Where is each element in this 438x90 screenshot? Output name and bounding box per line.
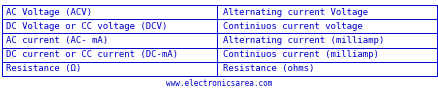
Text: AC current (AC- mA): AC current (AC- mA) [6, 36, 108, 45]
Text: Continiuos current voltage: Continiuos current voltage [223, 22, 362, 31]
Text: DC Voltage or CC voltage (DCV): DC Voltage or CC voltage (DCV) [6, 22, 166, 31]
Text: Resistance (ohms): Resistance (ohms) [223, 64, 314, 73]
Text: Alternating current (milliamp): Alternating current (milliamp) [223, 36, 383, 45]
Text: AC Voltage (ACV): AC Voltage (ACV) [6, 8, 92, 17]
Text: www.electronicsarea.com: www.electronicsarea.com [166, 79, 272, 88]
Text: Resistance (Ω): Resistance (Ω) [6, 64, 81, 73]
Bar [2, 5, 436, 76]
Text: Alternating current Voltage: Alternating current Voltage [223, 8, 367, 17]
Text: Continiuos current (milliamp): Continiuos current (milliamp) [223, 50, 378, 59]
Text: DC current or CC current (DC-mA): DC current or CC current (DC-mA) [6, 50, 177, 59]
